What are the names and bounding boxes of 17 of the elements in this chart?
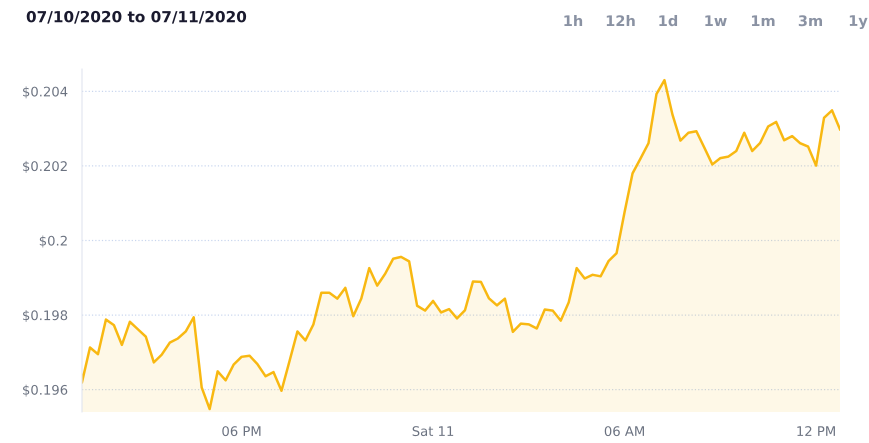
text: 1h: [564, 14, 582, 26]
text: 1d: [659, 14, 678, 26]
text: 1m: [752, 15, 775, 26]
y-tick-label: $0.198: [23, 310, 68, 322]
text: 1y: [850, 15, 868, 30]
y-tick-label: $0.204: [23, 86, 68, 98]
text: 12h: [606, 14, 635, 26]
chart-title: 07/10/2020 to 07/11/2020: [26, 10, 246, 24]
text: 1w: [705, 15, 727, 26]
x-tick-label: 12 PM: [797, 426, 835, 436]
text: 3m: [798, 15, 822, 26]
x-tick-label: 06 PM: [222, 426, 260, 436]
y-tick-label: $0.202: [23, 160, 67, 173]
x-tick-label: Sat 11: [412, 426, 454, 436]
y-tick-label: $0.2: [40, 235, 67, 248]
x-tick-label: 06 AM: [604, 426, 644, 436]
y-tick-label: $0.196: [23, 384, 68, 397]
